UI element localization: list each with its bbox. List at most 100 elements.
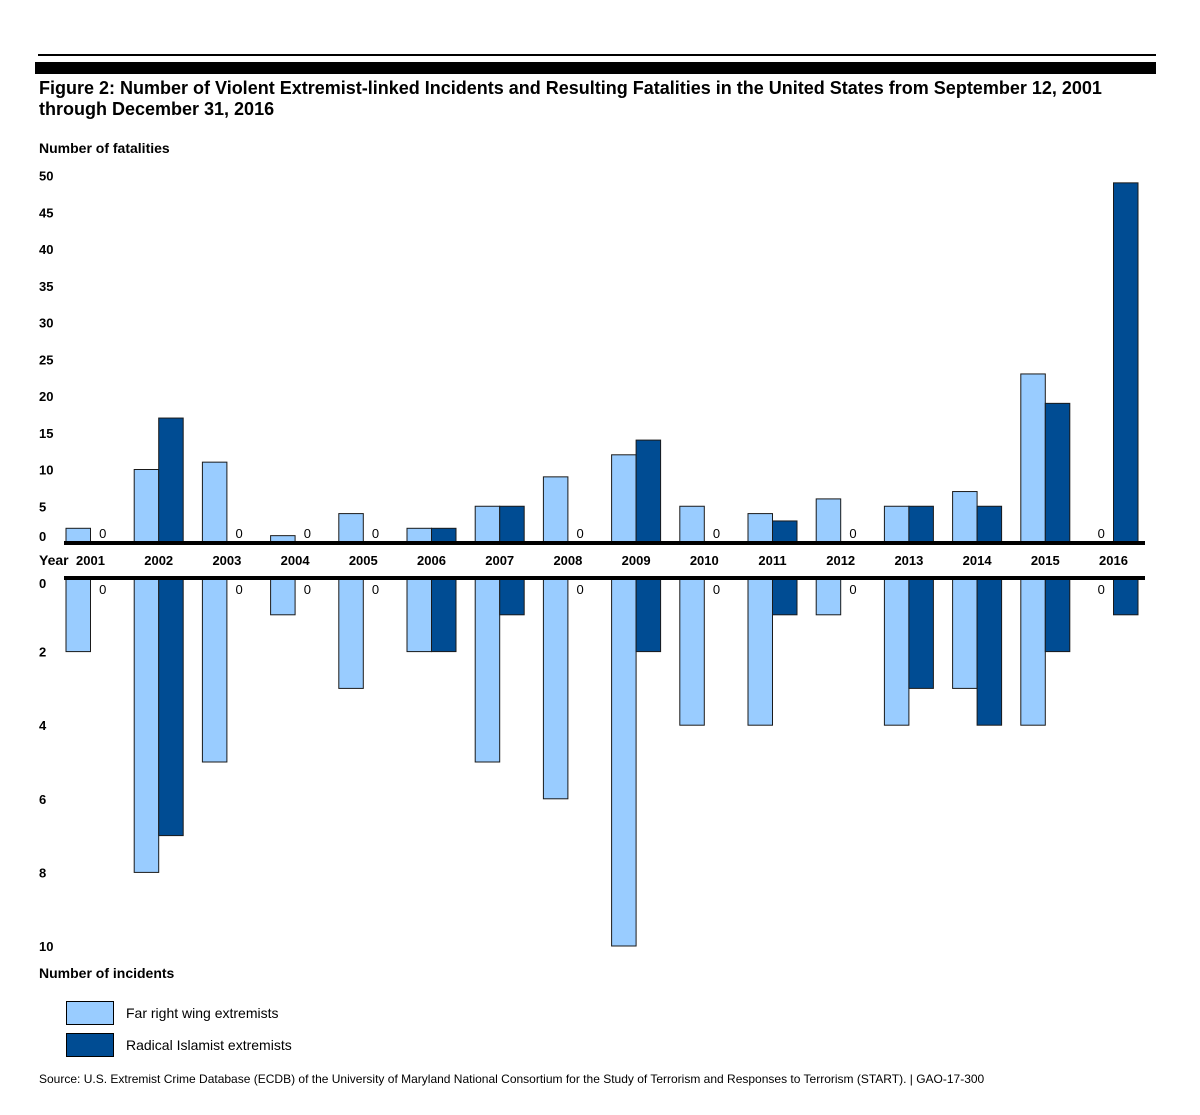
incidents-tick-label: 10 — [39, 939, 53, 954]
year-label: 2016 — [1099, 553, 1128, 568]
incidents-bar — [815, 577, 842, 616]
top-rule — [38, 54, 1156, 56]
fatalities-bar — [952, 491, 978, 544]
fatalities-tick-label: 5 — [39, 499, 46, 514]
fatalities-bar — [883, 505, 910, 544]
incidents-zero-label: 0 — [1098, 582, 1105, 597]
fatalities-tick-label: 25 — [39, 352, 53, 367]
fatalities-tick-label: 15 — [39, 426, 53, 441]
fatalities-bar — [474, 505, 501, 544]
fatalities-zero-label: 0 — [236, 526, 243, 541]
legend-label-far-right: Far right wing extremists — [126, 1005, 279, 1021]
legend-swatch-far-right — [66, 1001, 114, 1025]
year-label: 2012 — [826, 553, 855, 568]
incidents-zero-label: 0 — [236, 582, 243, 597]
incidents-bar — [1113, 577, 1139, 616]
incidents-bar — [338, 577, 364, 689]
fatalities-tick-label: 30 — [39, 316, 53, 331]
year-label: 2014 — [963, 553, 993, 568]
incidents-bar — [747, 577, 773, 726]
fatalities-bar — [679, 505, 705, 544]
fatalities-zero-label: 0 — [713, 526, 720, 541]
fatalities-tick-label: 45 — [39, 205, 53, 220]
incidents-bar — [772, 577, 798, 616]
incidents-bar — [406, 577, 432, 653]
fatalities-bar — [1113, 182, 1139, 544]
fatalities-bar — [908, 505, 934, 544]
incidents-bar — [270, 577, 296, 616]
year-label: 2008 — [553, 553, 582, 568]
year-label: 2006 — [417, 553, 446, 568]
incidents-bar — [883, 577, 910, 726]
incidents-tick-label: 0 — [39, 576, 46, 591]
fatalities-axis-title: Number of fatalities — [39, 140, 170, 156]
fatalities-bar — [499, 505, 525, 544]
fatalities-zero-label: 0 — [577, 526, 584, 541]
incidents-zero-label: 0 — [577, 582, 584, 597]
incidents-tick-label: 4 — [39, 718, 47, 733]
incidents-bar — [1020, 577, 1046, 726]
incidents-bar — [542, 577, 569, 800]
fatalities-bar — [431, 527, 457, 544]
fatalities-zero-label: 0 — [372, 526, 379, 541]
title-bar — [35, 62, 1156, 74]
fatalities-bar — [1020, 373, 1046, 544]
incidents-tick-label: 2 — [39, 645, 46, 660]
year-label: 2009 — [622, 553, 651, 568]
incidents-bar — [635, 577, 662, 653]
incidents-zero-label: 0 — [713, 582, 720, 597]
fatalities-bar — [133, 469, 160, 544]
fatalities-bar — [611, 454, 637, 544]
incidents-bar — [679, 577, 705, 726]
fatalities-bar — [772, 520, 798, 544]
figure-title: Figure 2: Number of Violent Extremist-li… — [39, 78, 1102, 119]
year-axis-label: Year — [39, 552, 69, 568]
fatalities-zero-label: 0 — [1098, 526, 1105, 541]
incidents-axis-title: Number of incidents — [39, 965, 175, 981]
incidents-bar — [431, 577, 457, 653]
incidents-bar — [976, 577, 1003, 726]
legend-swatch-islamist — [66, 1033, 114, 1057]
fatalities-tick-label: 0 — [39, 529, 46, 544]
fatalities-bar — [201, 461, 228, 544]
year-label: 2013 — [894, 553, 923, 568]
year-label: 2002 — [144, 553, 173, 568]
incidents-bar — [65, 577, 91, 653]
fatalities-bar — [338, 513, 364, 544]
incidents-bar — [1044, 577, 1071, 653]
incidents-bar — [499, 577, 525, 616]
incidents-bar — [133, 577, 160, 873]
fatalities-bar — [976, 505, 1003, 544]
fatalities-tick-label: 35 — [39, 279, 53, 294]
incidents-bar — [474, 577, 501, 763]
year-label: 2004 — [281, 553, 311, 568]
year-label: 2011 — [758, 553, 786, 568]
fatalities-bar — [1044, 402, 1071, 544]
incidents-zero-label: 0 — [304, 582, 311, 597]
fatalities-bar — [65, 527, 91, 544]
fatalities-tick-label: 20 — [39, 389, 53, 404]
fatalities-bar — [747, 513, 773, 544]
year-label: 2010 — [690, 553, 719, 568]
incidents-bar — [201, 577, 228, 763]
incidents-bar — [952, 577, 978, 689]
fatalities-tick-label: 10 — [39, 463, 53, 478]
fatalities-bar — [158, 417, 184, 544]
incidents-zero-label: 0 — [372, 582, 379, 597]
fatalities-zero-label: 0 — [849, 526, 856, 541]
year-label: 2001 — [76, 553, 105, 568]
fatalities-bar — [635, 439, 662, 544]
source-note: Source: U.S. Extremist Crime Database (E… — [39, 1072, 985, 1086]
year-label: 2003 — [212, 553, 241, 568]
incidents-bar — [908, 577, 934, 689]
chart: Number of fatalities Number of incidents Y… — [39, 140, 1145, 981]
year-label: 2007 — [485, 553, 514, 568]
fatalities-zero-label: 0 — [99, 526, 106, 541]
incidents-tick-label: 6 — [39, 792, 46, 807]
incidents-zero-label: 0 — [99, 582, 106, 597]
legend-label-islamist: Radical Islamist extremists — [126, 1037, 292, 1053]
fatalities-bar — [542, 476, 569, 544]
fatalities-bar — [815, 498, 842, 544]
fatalities-tick-label: 40 — [39, 242, 53, 257]
fatalities-zero-label: 0 — [304, 526, 311, 541]
